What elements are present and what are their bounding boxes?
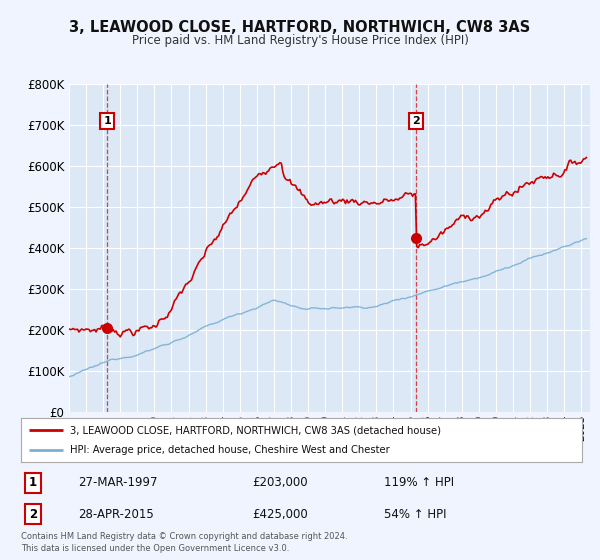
Text: 1: 1: [29, 476, 37, 489]
Text: £203,000: £203,000: [252, 476, 308, 489]
Text: HPI: Average price, detached house, Cheshire West and Chester: HPI: Average price, detached house, Ches…: [70, 445, 390, 455]
Text: 119% ↑ HPI: 119% ↑ HPI: [384, 476, 454, 489]
Text: Price paid vs. HM Land Registry's House Price Index (HPI): Price paid vs. HM Land Registry's House …: [131, 34, 469, 46]
Text: 2: 2: [29, 507, 37, 521]
Text: 2: 2: [412, 116, 420, 126]
Text: 54% ↑ HPI: 54% ↑ HPI: [384, 507, 446, 521]
Text: 1: 1: [103, 116, 111, 126]
Text: £425,000: £425,000: [252, 507, 308, 521]
Text: 3, LEAWOOD CLOSE, HARTFORD, NORTHWICH, CW8 3AS: 3, LEAWOOD CLOSE, HARTFORD, NORTHWICH, C…: [70, 20, 530, 35]
Text: 3, LEAWOOD CLOSE, HARTFORD, NORTHWICH, CW8 3AS (detached house): 3, LEAWOOD CLOSE, HARTFORD, NORTHWICH, C…: [70, 425, 442, 435]
Text: Contains HM Land Registry data © Crown copyright and database right 2024.
This d: Contains HM Land Registry data © Crown c…: [21, 533, 347, 553]
Text: 28-APR-2015: 28-APR-2015: [78, 507, 154, 521]
Text: 27-MAR-1997: 27-MAR-1997: [78, 476, 157, 489]
